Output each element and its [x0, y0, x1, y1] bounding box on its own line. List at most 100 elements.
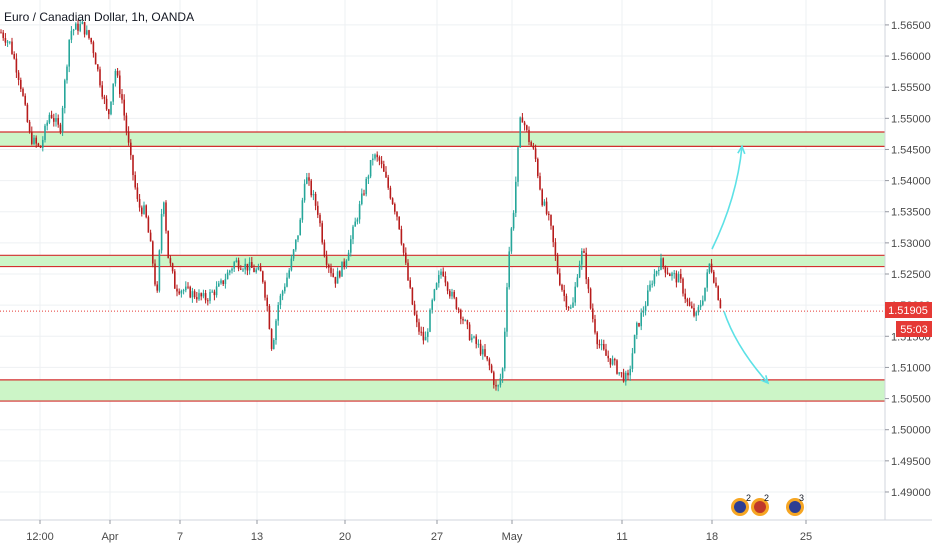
zone-layer — [0, 131, 885, 402]
candle-body — [398, 216, 400, 230]
candle-body — [629, 368, 631, 376]
candle-body — [266, 297, 268, 307]
candle-body — [235, 260, 238, 263]
candle-body — [402, 243, 405, 253]
candle-body — [466, 320, 469, 325]
candle-body — [286, 277, 288, 287]
candle-body — [211, 291, 213, 293]
price-tick: 1.53000 — [885, 238, 931, 250]
time-tick: 25 — [800, 520, 812, 543]
candle-body — [138, 198, 141, 208]
candle-body — [702, 300, 704, 305]
time-tick-label: 13 — [251, 531, 263, 543]
candle-body — [495, 384, 497, 387]
candle-body — [570, 307, 572, 309]
candle-body — [121, 94, 123, 100]
candle-body — [273, 340, 275, 349]
countdown-badge: 55:03 — [896, 321, 932, 337]
time-tick-label: 20 — [339, 531, 351, 543]
candle-body — [354, 221, 356, 227]
candle-body — [86, 30, 88, 35]
candle-body — [449, 290, 451, 297]
time-axis[interactable]: 12:00 Apr 7 13 20 27 May 11 18 25 — [26, 520, 812, 543]
candle-body — [400, 229, 403, 244]
candle-body — [28, 121, 31, 132]
candle-body — [6, 41, 9, 43]
candle-body — [460, 309, 462, 319]
candle-body — [666, 272, 669, 274]
price-tick-label: 1.54500 — [891, 144, 931, 156]
event-flag-icon[interactable]: 2 — [731, 493, 751, 516]
candle-body — [526, 125, 528, 130]
candle-body — [574, 286, 576, 303]
candle-body — [475, 336, 477, 344]
price-tick: 1.56500 — [885, 20, 931, 32]
price-axis[interactable]: 1.56500 1.56000 1.55500 1.55000 1.54500 1.540… — [885, 20, 931, 499]
candle-body — [64, 80, 66, 109]
event-flag-icon[interactable]: 3 — [786, 493, 804, 516]
candle-body — [119, 75, 121, 95]
price-tick: 1.53500 — [885, 207, 931, 219]
candle-body — [68, 39, 70, 67]
candle-body — [517, 147, 519, 182]
candle-body — [603, 344, 605, 350]
candle-body — [178, 291, 180, 294]
candle-body — [61, 108, 64, 133]
price-tick-label: 1.52500 — [891, 269, 931, 281]
candle-body — [576, 277, 579, 287]
candle-body — [543, 201, 546, 206]
candle-body — [270, 329, 273, 349]
event-flag-icon[interactable]: 2 — [751, 493, 769, 516]
support-resistance-zone — [0, 132, 885, 147]
candle-body — [622, 372, 625, 382]
candle-body — [356, 219, 359, 222]
candle-body — [39, 145, 42, 148]
candle-body — [215, 286, 218, 296]
candle-body — [669, 273, 671, 277]
candle-body — [180, 290, 183, 294]
candle-body — [413, 304, 416, 315]
candle-body — [453, 291, 455, 298]
candle-body — [50, 114, 53, 119]
candle-body — [407, 262, 409, 281]
candle-body — [468, 324, 471, 341]
candle-body — [440, 271, 442, 275]
candle-body — [585, 252, 587, 280]
candle-body — [620, 372, 623, 374]
candle-body — [112, 83, 114, 102]
candle-body — [42, 139, 44, 148]
event-icons[interactable]: 2 2 3 — [731, 493, 804, 516]
candle-body — [262, 271, 264, 282]
candle-body — [343, 261, 345, 267]
candle-body — [625, 372, 627, 382]
candle-body — [583, 250, 585, 253]
candle-body — [713, 271, 715, 283]
candle-body — [336, 271, 339, 284]
candle-body — [22, 88, 24, 96]
candle-body — [618, 372, 620, 374]
price-tick: 1.49500 — [885, 456, 931, 468]
candle-body — [94, 53, 97, 65]
candle-body — [17, 72, 20, 80]
candle-body — [416, 314, 418, 323]
candle-body — [187, 286, 189, 288]
candle-body — [457, 308, 460, 310]
candle-body — [330, 267, 332, 274]
candle-body — [497, 385, 499, 387]
candle-body — [0, 32, 2, 34]
candle-body — [638, 322, 640, 327]
candle-body — [171, 263, 174, 272]
candle-body — [198, 293, 200, 300]
candle-body — [169, 258, 172, 264]
candle-body — [35, 137, 37, 144]
candle-body — [572, 302, 574, 308]
candle-body — [684, 293, 686, 300]
time-tick: 11 — [616, 520, 628, 543]
candle-body — [72, 29, 75, 31]
candle-body — [281, 291, 284, 296]
candle-body — [363, 193, 365, 195]
candle-body — [391, 198, 394, 205]
candle-body — [607, 355, 609, 359]
candle-body — [715, 282, 717, 287]
candle-body — [636, 322, 638, 335]
